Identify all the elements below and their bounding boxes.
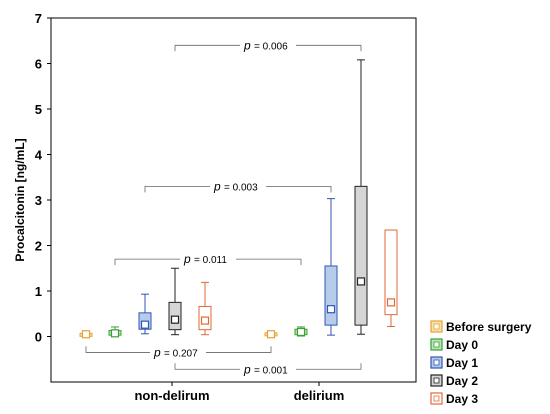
- box-delirium-day-1: [324, 198, 338, 336]
- legend-item-day-2: Day 2: [430, 374, 478, 388]
- axes-layer: 0 1 2 3 4 5 6 7 non-delirum delirium: [35, 11, 417, 403]
- p-value-3: = 0.207: [164, 348, 198, 359]
- y-tick-label-4: 4: [35, 148, 43, 163]
- box-delirium-day-3-mean-marker: [386, 298, 396, 307]
- y-axis-label: Procalcitonin [ng/mL]: [13, 138, 27, 261]
- box-delirium-day-3: [384, 229, 398, 327]
- box-delirium-day-1-mean-marker: [326, 305, 336, 314]
- x-tick-label-0: non-delirum: [134, 388, 209, 403]
- p-value-label-bg-2: [180, 253, 236, 266]
- box-non-delirum-day-0-mean-marker: [110, 329, 120, 338]
- box-delirium-day-1-iqr: [324, 265, 338, 326]
- y-tick-label-0: 0: [35, 330, 42, 345]
- p-symbol-2: p: [183, 252, 194, 266]
- y-tick-label-3: 3: [35, 193, 42, 208]
- p-value-0: = 0.006: [254, 41, 288, 52]
- box-delirium-day-3-iqr: [384, 229, 398, 316]
- box-non-delirum-day-3: [198, 281, 212, 336]
- p-symbol-3: p: [153, 345, 164, 359]
- box-delirium-day-2-mean-marker: [356, 277, 366, 286]
- p-value-label-bg-0: [240, 39, 296, 52]
- p-value-bracket-4: p = 0.001: [174, 362, 362, 376]
- p-value-label-4: p = 0.001: [243, 362, 288, 376]
- box-non-delirum-day-1: [138, 293, 152, 335]
- p-value-label-0: p = 0.006: [243, 38, 288, 52]
- box-non-delirum-day-0: [108, 326, 122, 338]
- p-symbol-1: p: [213, 179, 224, 193]
- box-delirium-day-0: [294, 326, 308, 337]
- y-tick-label-6: 6: [35, 57, 42, 72]
- p-value-bracket-0: p = 0.006: [174, 38, 362, 52]
- x-tick-label-1: delirium: [294, 388, 345, 403]
- legend-item-day-0: Day 0: [430, 338, 478, 352]
- p-value-bracket-3: p = 0.207: [85, 345, 272, 359]
- legend-item-day-1-label: Day 1: [446, 356, 478, 370]
- y-tick-label-5: 5: [35, 102, 42, 117]
- legend-item-day-2-swatch-marker: [433, 377, 440, 384]
- box-delirium-before-surgery-mean-marker: [266, 330, 276, 339]
- legend-item-day-3: Day 3: [430, 392, 478, 406]
- legend-item-day-0-swatch-marker: [433, 341, 440, 348]
- p-value-1: = 0.003: [224, 182, 258, 193]
- marks-layer: [79, 59, 398, 339]
- y-tick-label-1: 1: [35, 284, 42, 299]
- p-value-label-bg-3: [150, 346, 206, 359]
- box-non-delirum-day-1-mean-marker: [140, 320, 150, 329]
- p-value-label-bg-1: [210, 180, 266, 193]
- legend-item-before-surgery: Before surgery: [430, 320, 532, 334]
- p-value-bracket-1: p = 0.003: [144, 179, 332, 193]
- y-tick-label-2: 2: [35, 239, 42, 254]
- legend-item-before-surgery-swatch-marker: [433, 323, 440, 330]
- legend-item-day-3-swatch-marker: [433, 395, 440, 402]
- box-delirium-before-surgery: [264, 330, 278, 339]
- p-value-label-1: p = 0.003: [213, 179, 258, 193]
- legend-item-day-1: Day 1: [430, 356, 478, 370]
- box-delirium-day-2: [354, 59, 368, 335]
- p-symbol-4: p: [243, 362, 254, 376]
- p-value-label-2: p = 0.011: [183, 252, 227, 266]
- box-non-delirum-before-surgery: [79, 330, 93, 339]
- box-non-delirum-day-3-mean-marker: [200, 316, 210, 325]
- p-value-2: = 0.011: [194, 255, 227, 266]
- p-value-bracket-2: p = 0.011: [114, 252, 302, 266]
- legend-item-day-1-swatch-marker: [433, 359, 440, 366]
- legend-item-day-3-label: Day 3: [446, 392, 478, 406]
- box-delirium-day-0-mean-marker: [296, 327, 306, 337]
- box-non-delirum-day-2: [168, 267, 182, 336]
- legend-item-before-surgery-label: Before surgery: [446, 320, 532, 334]
- y-tick-label-7: 7: [35, 11, 42, 26]
- legend: Before surgery Day 0 Day 1 Day 2 Day 3: [430, 320, 532, 406]
- p-value-label-3: p = 0.207: [153, 345, 198, 359]
- box-non-delirum-day-2-mean-marker: [170, 315, 180, 324]
- legend-item-day-0-label: Day 0: [446, 338, 478, 352]
- p-value-label-bg-4: [240, 363, 296, 376]
- p-symbol-0: p: [243, 38, 254, 52]
- p-value-4: = 0.001: [254, 365, 288, 376]
- box-non-delirum-before-surgery-mean-marker: [81, 330, 91, 339]
- box-delirium-day-2-iqr: [354, 185, 368, 326]
- legend-item-day-2-label: Day 2: [446, 374, 478, 388]
